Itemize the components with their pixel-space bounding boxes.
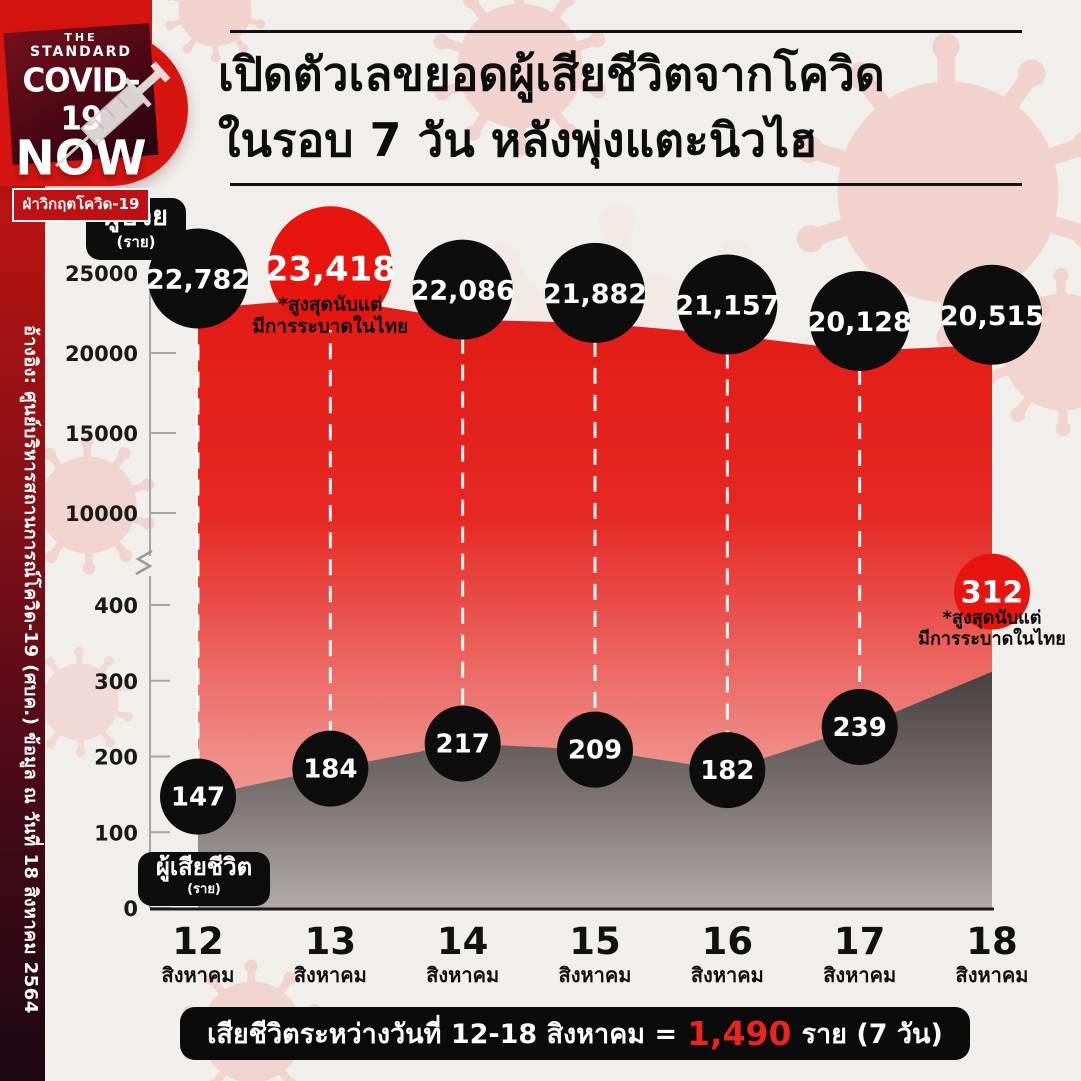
record-note: มีการระบาดในไทย — [918, 628, 1066, 650]
deaths-point-value: 184 — [303, 755, 357, 785]
date-label-day: 16 — [702, 920, 754, 963]
deaths-area — [198, 671, 992, 908]
cases-point — [942, 264, 1042, 365]
cases-point — [545, 242, 645, 343]
date-label-day: 17 — [834, 920, 886, 963]
y-tick-label: 20000 — [65, 342, 138, 366]
deaths-point-value: 312 — [961, 576, 1024, 611]
date-label-day: 15 — [569, 920, 621, 963]
virus-decoration-icon — [433, 0, 607, 156]
cases-series-unit: (ราย) — [116, 233, 156, 251]
deaths-point-value: 147 — [171, 783, 225, 813]
deaths-point-value: 239 — [833, 713, 887, 743]
cases-point — [809, 270, 910, 371]
deaths-series-unit: (ราย) — [187, 882, 221, 897]
y-tick-label: 10000 — [65, 502, 138, 526]
y-tick-label: 200 — [94, 746, 138, 770]
axis-break-icon — [135, 549, 153, 576]
date-label-month: สิงหาคม — [426, 963, 499, 987]
summary-suffix: ราย (7 วัน) — [801, 1019, 943, 1050]
y-tick-label: 400 — [94, 594, 138, 618]
cases-point-value: 20,128 — [808, 307, 912, 338]
deaths-point-value: 209 — [568, 736, 622, 766]
summary-prefix: เสียชีวิตระหว่างวันที่ 12-18 สิงหาคม = — [207, 1019, 678, 1050]
logo-standard: STANDARD — [30, 44, 132, 60]
virus-decoration-icon — [21, 435, 155, 575]
date-label-month: สิงหาคม — [559, 963, 632, 987]
record-note: *สูงสุดนับแต่ — [943, 608, 1042, 630]
cases-point-highlight — [268, 206, 393, 331]
date-label-day: 13 — [305, 920, 357, 963]
date-label-month: สิงหาคม — [294, 963, 367, 987]
cases-point-value: 20,515 — [940, 301, 1044, 332]
source-text: อ้างอิง: ศูนย์บริหารสถานการณ์โควิด-19 (ศ… — [20, 325, 41, 1014]
date-label-month: สิงหาคม — [956, 963, 1029, 987]
y-tick-label: 300 — [94, 670, 138, 694]
cases-point — [412, 239, 513, 340]
logo-tagline: ฝ่าวิกฤตโควิด-19 — [11, 188, 151, 222]
deaths-point — [689, 732, 766, 809]
deaths-series-label: ผู้เสียชีวิต — [155, 853, 253, 881]
cases-point-value: 22,086 — [411, 276, 515, 307]
logo-covid19: COVID-19 — [22, 62, 141, 138]
date-label-day: 18 — [966, 920, 1018, 963]
title-block: เปิดตัวเลขยอดผู้เสียชีวิตจากโควิด ในรอบ … — [218, 30, 1028, 186]
y-tick-label: 100 — [94, 821, 138, 845]
y-tick-label: 0 — [123, 897, 138, 921]
deaths-point-highlight — [954, 553, 1030, 630]
cases-point-value: 22,782 — [146, 264, 250, 295]
record-note: มีการระบาดในไทย — [252, 314, 408, 337]
date-label-month: สิงหาคม — [162, 963, 235, 987]
covid19-now-logo: THE STANDARD COVID-19 NOW ฝ่าวิกฤตโควิด-… — [0, 0, 200, 222]
deaths-point — [821, 688, 898, 765]
logo-text-stack: THE STANDARD COVID-19 NOW ฝ่าวิกฤตโควิด-… — [6, 32, 156, 222]
date-label-month: สิงหาคม — [823, 963, 896, 987]
deaths-point — [424, 705, 501, 782]
deaths-point-value: 182 — [700, 756, 754, 786]
weekly-summary-bar: เสียชีวิตระหว่างวันที่ 12-18 สิงหาคม = 1… — [180, 1007, 970, 1060]
deaths-series-badge: ผู้เสียชีวิต (ราย) — [138, 852, 270, 906]
cases-point-value: 21,157 — [675, 290, 779, 321]
cases-point-value: 21,882 — [543, 279, 647, 310]
title-line-2: ในรอบ 7 วัน หลังพุ่งแตะนิวไฮ — [218, 113, 818, 167]
title-rule-bottom — [230, 183, 1022, 186]
deaths-point — [160, 758, 236, 835]
deaths-point — [557, 711, 633, 788]
date-label-day: 14 — [437, 920, 489, 963]
y-tick-label: 25000 — [65, 262, 138, 286]
record-note: *สูงสุดนับแต่ — [278, 293, 382, 316]
virus-decoration-icon — [165, 0, 266, 63]
cases-point-value: 23,418 — [265, 249, 396, 289]
logo-the: THE — [64, 31, 98, 44]
date-label-day: 12 — [172, 920, 224, 963]
title-rule-top — [230, 30, 1022, 33]
cases-point — [677, 254, 778, 355]
deaths-point — [292, 730, 369, 807]
y-tick-label: 15000 — [65, 422, 138, 446]
summary-total: 1,490 — [687, 1014, 792, 1053]
logo-now: NOW — [15, 130, 147, 187]
title-line-1: เปิดตัวเลขยอดผู้เสียชีวิตจากโควิด — [218, 47, 885, 101]
deaths-point-value: 217 — [436, 730, 490, 760]
date-label-month: สิงหาคม — [691, 963, 764, 987]
